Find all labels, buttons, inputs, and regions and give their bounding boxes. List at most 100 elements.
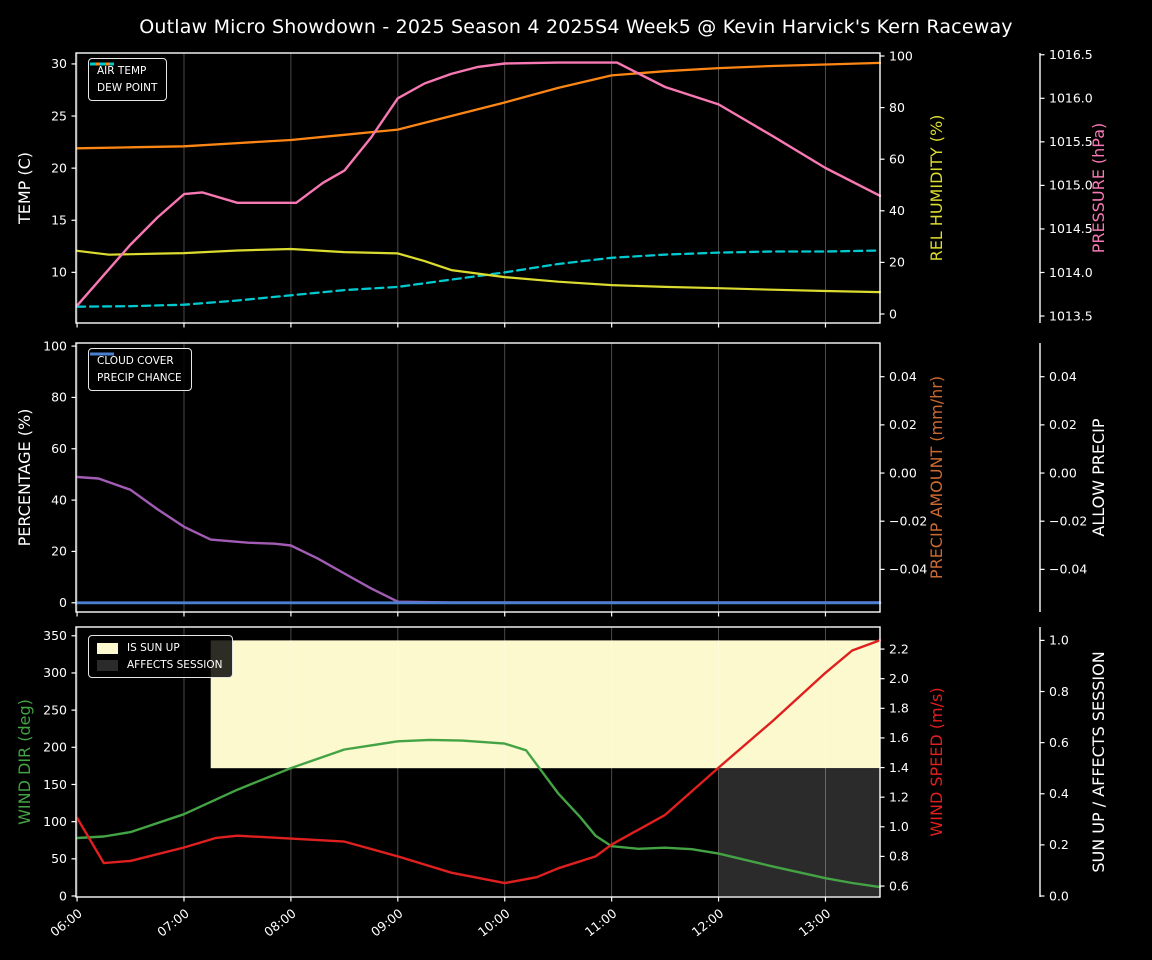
y-tick-label: 0 bbox=[889, 306, 897, 321]
y-tick-label: 2.0 bbox=[889, 671, 909, 686]
y-tick-label: 0.02 bbox=[889, 417, 917, 432]
y-tick-label: −0.02 bbox=[889, 514, 927, 529]
y-tick-label: 0 bbox=[59, 595, 67, 610]
x-tick-label: 09:00 bbox=[368, 906, 406, 940]
y-tick-label: 150 bbox=[43, 777, 67, 792]
y-tick-label: 0.6 bbox=[889, 878, 909, 893]
series-pressure bbox=[75, 61, 882, 307]
y-tick-label: 1013.5 bbox=[1049, 308, 1093, 323]
plot-border bbox=[75, 52, 881, 324]
axis-label-pressure-hpa: PRESSURE (hPa) bbox=[1089, 123, 1108, 254]
panel-cloud-precip: 0 20 40 60 80 100 PERCENTAGE (%) 0.04 0.02 0.00 −0… bbox=[15, 338, 1108, 617]
y-tick-label: 1016.0 bbox=[1049, 91, 1093, 106]
legend-label: AIR TEMP bbox=[97, 65, 147, 77]
y-tick-label: 1.4 bbox=[889, 760, 909, 775]
legend-swatch-affects-session bbox=[97, 659, 118, 671]
y-tick-label: 1016.5 bbox=[1049, 47, 1093, 62]
y-tick-label: 20 bbox=[51, 160, 67, 175]
y-tick-label: 250 bbox=[43, 702, 67, 717]
y-tick-label: 0.00 bbox=[1049, 465, 1077, 480]
legend-cloud-precip: CLOUD COVER PRECIP CHANCE bbox=[88, 348, 192, 391]
legend-label: AFFECTS SESSION bbox=[127, 659, 223, 671]
legend-item-precip-chance: PRECIP CHANCE bbox=[90, 352, 182, 384]
legend-label: DEW POINT bbox=[97, 82, 158, 94]
x-tick-label: 13:00 bbox=[796, 906, 834, 940]
legend-item-dew-point: DEW POINT bbox=[90, 62, 158, 94]
x-tick-label: 06:00 bbox=[47, 906, 85, 940]
y-tick-label: 1.6 bbox=[889, 730, 909, 745]
y-tick-label: 0.2 bbox=[1049, 837, 1069, 852]
y-tick-label: 0.8 bbox=[1049, 684, 1069, 699]
y-tick-label: 1014.0 bbox=[1049, 265, 1093, 280]
y-tick-label: 0.0 bbox=[1049, 888, 1069, 903]
x-tick-label: 10:00 bbox=[475, 906, 513, 940]
y-tick-label: 25 bbox=[51, 108, 67, 123]
legend-label: IS SUN UP bbox=[127, 642, 180, 654]
y-tick-label: −0.04 bbox=[889, 562, 927, 577]
y-tick-label: 0.04 bbox=[889, 369, 917, 384]
series-air-temp bbox=[75, 61, 882, 150]
y-tick-label: 350 bbox=[43, 628, 67, 643]
y-tick-label: 100 bbox=[889, 48, 913, 63]
legend-item-is-sun-up: IS SUN UP bbox=[97, 642, 223, 654]
y-tick-label: 0 bbox=[59, 888, 67, 903]
y-tick-label: 50 bbox=[51, 851, 67, 866]
axis-label-temp-c: TEMP (C) bbox=[15, 152, 34, 225]
y-tick-label: 10 bbox=[51, 265, 67, 280]
axis-label-allow-precip: ALLOW PRECIP bbox=[1089, 418, 1108, 536]
y-tick-label: 1014.5 bbox=[1049, 221, 1093, 236]
y-tick-label: 200 bbox=[43, 740, 67, 755]
plot-border bbox=[75, 342, 881, 613]
axis-label-wind-speed-m-s: WIND SPEED (m/s) bbox=[927, 687, 946, 836]
x-tick-label: 07:00 bbox=[154, 906, 192, 940]
axis-label-sun-up-affects-session: SUN UP / AFFECTS SESSION bbox=[1089, 651, 1108, 872]
y-tick-label: 40 bbox=[51, 492, 67, 507]
y-tick-label: 30 bbox=[51, 56, 67, 71]
x-tick-label: 11:00 bbox=[582, 906, 620, 940]
series-wind-dir bbox=[75, 738, 882, 889]
y-tick-label: 300 bbox=[43, 665, 67, 680]
legend-temperature: AIR TEMP DEW POINT bbox=[88, 58, 168, 101]
y-tick-label: 1.0 bbox=[1049, 633, 1069, 648]
y-tick-label: 1.8 bbox=[889, 701, 909, 716]
series-rel-humidity bbox=[76, 247, 882, 294]
y-tick-label: 80 bbox=[51, 390, 67, 405]
y-tick-label: 15 bbox=[51, 213, 67, 228]
y-tick-label: 0.00 bbox=[889, 465, 917, 480]
y-tick-label: 100 bbox=[43, 814, 67, 829]
y-tick-label: 100 bbox=[43, 338, 67, 353]
legend-swatch-dew-point bbox=[90, 62, 114, 66]
y-tick-label: −0.02 bbox=[1049, 514, 1087, 529]
y-tick-label: 0.02 bbox=[1049, 417, 1077, 432]
region-affects-session bbox=[718, 768, 880, 897]
y-tick-label: 20 bbox=[889, 255, 905, 270]
y-tick-label: 0.4 bbox=[1049, 786, 1069, 801]
y-tick-label: 2.2 bbox=[889, 641, 909, 656]
y-tick-label: 60 bbox=[889, 151, 905, 166]
y-tick-label: 1015.5 bbox=[1049, 134, 1093, 149]
x-tick-label: 08:00 bbox=[261, 906, 299, 940]
y-tick-label: 0.6 bbox=[1049, 735, 1069, 750]
series-dew-point bbox=[75, 249, 882, 308]
y-tick-label: 1015.0 bbox=[1049, 178, 1093, 193]
plot-border bbox=[75, 626, 881, 898]
region-is-sun-up bbox=[210, 640, 880, 769]
axis-label-wind-dir-deg: WIND DIR (deg) bbox=[15, 699, 34, 825]
axis-label-rel-humidity: REL HUMIDITY (%) bbox=[927, 115, 946, 262]
axis-label-precip-amount-mm-hr: PRECIP AMOUNT (mm/hr) bbox=[927, 376, 946, 579]
legend-item-affects-session: AFFECTS SESSION bbox=[97, 659, 223, 671]
legend-swatch-precip-chance bbox=[90, 352, 114, 356]
y-tick-label: −0.04 bbox=[1049, 562, 1087, 577]
panel-temperature-humidity-pressure: 10 15 20 25 30 TEMP (C) 0 20 40 60 80 100 REL HUMIDI… bbox=[15, 47, 1108, 328]
axis-label-percentage: PERCENTAGE (%) bbox=[15, 409, 34, 547]
y-tick-label: 40 bbox=[889, 203, 905, 218]
chart-title: Outlaw Micro Showdown - 2025 Season 4 20… bbox=[139, 16, 1013, 38]
legend-label: CLOUD COVER bbox=[97, 355, 174, 367]
y-tick-label: 1.2 bbox=[889, 789, 909, 804]
series-wind-speed bbox=[75, 639, 882, 885]
y-tick-label: 80 bbox=[889, 100, 905, 115]
legend-wind-sun: IS SUN UP AFFECTS SESSION bbox=[88, 635, 233, 678]
y-tick-label: 60 bbox=[51, 441, 67, 456]
